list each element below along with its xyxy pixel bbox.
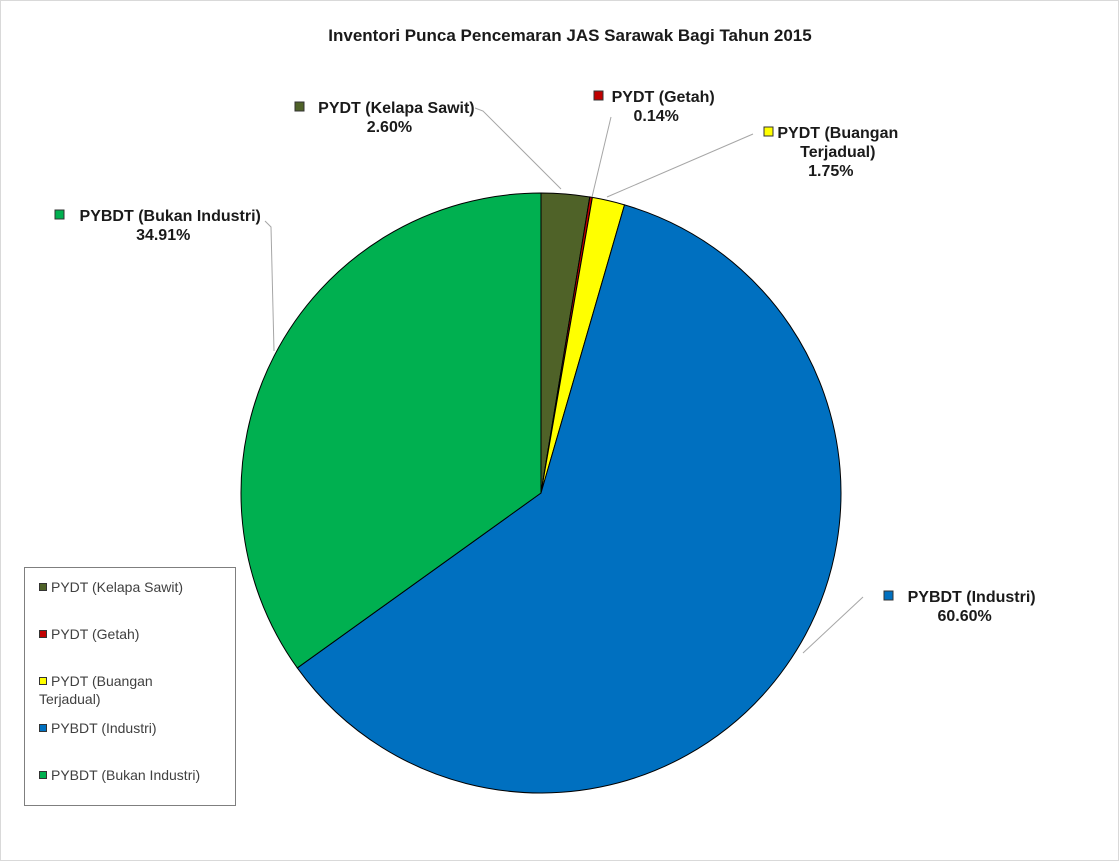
legend-label-3: PYBDT (Industri) — [51, 720, 157, 736]
data-label-swatch-3 — [883, 590, 894, 601]
legend-label-2-1: Terjadual) — [39, 691, 101, 707]
data-label-name-2-1: Terjadual) — [800, 144, 875, 161]
svg-text:PYDT (Kelapa Sawit)2.60%: PYDT (Kelapa Sawit) 2.60% — [318, 100, 474, 136]
data-label-name-4-0: PYBDT (Bukan Industri) — [80, 208, 261, 225]
legend-item-3: PYBDT (Industri) — [39, 719, 233, 737]
data-label-value-3: 60.60% — [937, 608, 991, 625]
legend-label-4: PYBDT (Bukan Industri) — [51, 767, 201, 783]
leader-line-4 — [264, 220, 275, 352]
svg-text:PYBDT (Industri)60.60%: PYBDT (Industri) 60.60% — [908, 589, 1036, 625]
legend-swatch-2 — [39, 677, 47, 685]
legend-swatch-1 — [39, 630, 47, 638]
legend-item-0: PYDT (Kelapa Sawit) — [39, 578, 233, 596]
legend-label-2-0: PYDT (Buangan — [51, 673, 153, 689]
data-label-0: PYDT (Kelapa Sawit) 2.60% — [294, 100, 475, 136]
data-label-name-3-0: PYBDT (Industri) — [908, 589, 1036, 606]
legend-label-0: PYDT (Kelapa Sawit) — [51, 579, 184, 595]
svg-text:PYBDT (Bukan Industri)34.91%: PYBDT (Bukan Industri) 34.91% — [80, 208, 261, 244]
leader-line-2 — [606, 133, 754, 198]
data-label-value-4: 34.91% — [136, 227, 190, 244]
data-label-2: PYDT (Buangan Terjadual) 1.75% — [763, 125, 898, 180]
leader-line-0 — [474, 107, 562, 190]
data-label-swatch-4 — [54, 209, 65, 220]
data-label-name-2-0: PYDT (Buangan — [777, 125, 898, 142]
pie-slice-4 — [240, 192, 542, 669]
data-label-swatch-0 — [294, 101, 305, 112]
pie-slice-3 — [296, 204, 842, 794]
data-label-swatch-2 — [763, 126, 774, 137]
data-label-value-2: 1.75% — [808, 163, 853, 180]
data-label-name-0-0: PYDT (Kelapa Sawit) — [318, 100, 474, 117]
legend-label-1: PYDT (Getah) — [51, 626, 140, 642]
chart-title: Inventori Punca Pencemaran JAS Sarawak B… — [328, 26, 811, 45]
data-label-value-0: 2.60% — [367, 119, 412, 136]
legend-swatch-4 — [39, 771, 47, 779]
legend-item-1: PYDT (Getah) — [39, 625, 233, 643]
data-label-value-1: 0.14% — [634, 108, 679, 125]
svg-text:PYDT (Getah)0.14%: PYDT (Getah) 0.14% — [612, 89, 715, 125]
data-label-3: PYBDT (Industri) 60.60% — [883, 589, 1036, 625]
legend: PYDT (Kelapa Sawit) PYDT (Getah) PYDT (Bua… — [24, 567, 236, 806]
legend-swatch-3 — [39, 724, 47, 732]
data-label-swatch-1 — [593, 90, 604, 101]
data-label-4: PYBDT (Bukan Industri) 34.91% — [54, 208, 261, 244]
legend-swatch-0 — [39, 583, 47, 591]
data-label-1: PYDT (Getah) 0.14% — [593, 89, 715, 125]
leader-line-3 — [802, 596, 864, 654]
leader-line-1 — [591, 116, 612, 198]
legend-item-2: PYDT (Buangan Terjadual) — [39, 672, 233, 708]
data-label-name-1-0: PYDT (Getah) — [612, 89, 715, 106]
legend-item-4: PYBDT (Bukan Industri) — [39, 766, 233, 784]
